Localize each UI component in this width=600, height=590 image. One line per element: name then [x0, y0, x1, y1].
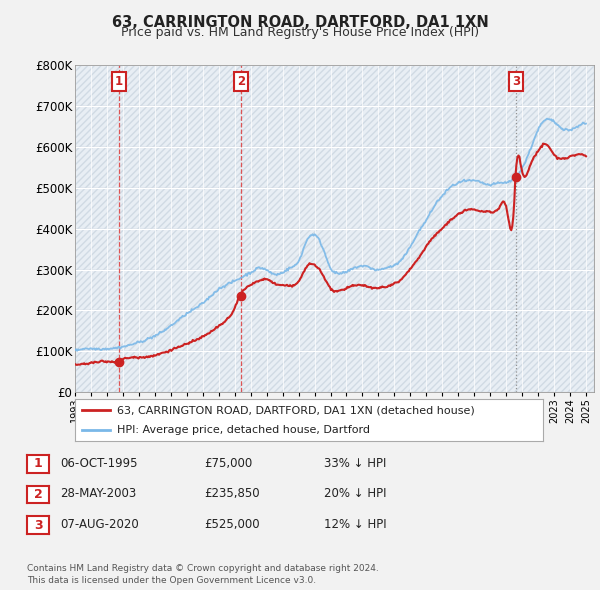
Text: £525,000: £525,000 [204, 518, 260, 531]
Text: 63, CARRINGTON ROAD, DARTFORD, DA1 1XN (detached house): 63, CARRINGTON ROAD, DARTFORD, DA1 1XN (… [117, 405, 475, 415]
Text: 3: 3 [34, 519, 43, 532]
Text: 63, CARRINGTON ROAD, DARTFORD, DA1 1XN: 63, CARRINGTON ROAD, DARTFORD, DA1 1XN [112, 15, 488, 30]
Text: 07-AUG-2020: 07-AUG-2020 [60, 518, 139, 531]
Text: Price paid vs. HM Land Registry's House Price Index (HPI): Price paid vs. HM Land Registry's House … [121, 26, 479, 39]
Text: £75,000: £75,000 [204, 457, 252, 470]
Text: 2: 2 [237, 75, 245, 88]
Text: 2: 2 [34, 488, 43, 501]
Text: 12% ↓ HPI: 12% ↓ HPI [324, 518, 386, 531]
Text: 06-OCT-1995: 06-OCT-1995 [60, 457, 137, 470]
Text: £235,850: £235,850 [204, 487, 260, 500]
Text: HPI: Average price, detached house, Dartford: HPI: Average price, detached house, Dart… [117, 425, 370, 435]
Text: 20% ↓ HPI: 20% ↓ HPI [324, 487, 386, 500]
Text: 28-MAY-2003: 28-MAY-2003 [60, 487, 136, 500]
Text: 33% ↓ HPI: 33% ↓ HPI [324, 457, 386, 470]
Text: 1: 1 [34, 457, 43, 470]
Text: 1: 1 [115, 75, 123, 88]
Text: 3: 3 [512, 75, 520, 88]
Text: Contains HM Land Registry data © Crown copyright and database right 2024.
This d: Contains HM Land Registry data © Crown c… [27, 565, 379, 585]
